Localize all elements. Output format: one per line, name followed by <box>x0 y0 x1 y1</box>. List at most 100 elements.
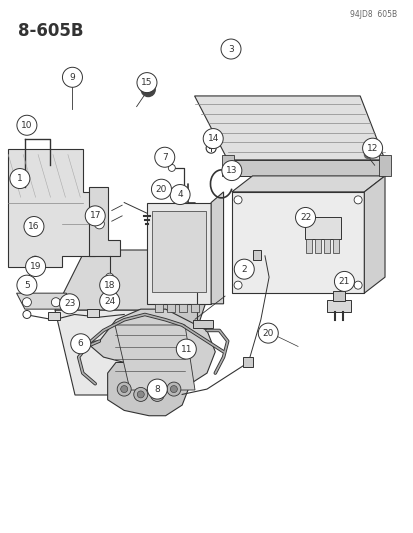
Circle shape <box>233 196 242 204</box>
Text: 7: 7 <box>161 153 167 161</box>
Text: 19: 19 <box>30 262 41 271</box>
Circle shape <box>353 281 361 289</box>
Circle shape <box>133 387 147 401</box>
Text: 17: 17 <box>89 212 101 220</box>
Text: 10: 10 <box>21 121 33 130</box>
Polygon shape <box>363 176 384 293</box>
Bar <box>314 239 320 253</box>
Text: 5: 5 <box>24 281 30 289</box>
Polygon shape <box>55 310 175 395</box>
Bar <box>192 320 212 328</box>
Bar <box>332 239 338 253</box>
Circle shape <box>67 75 77 85</box>
Text: 8: 8 <box>154 385 160 393</box>
Polygon shape <box>8 149 95 266</box>
Circle shape <box>154 147 174 167</box>
Bar <box>147 203 211 304</box>
Text: 1: 1 <box>17 174 23 183</box>
Bar <box>221 155 233 176</box>
Circle shape <box>137 391 144 398</box>
Polygon shape <box>91 309 215 384</box>
Circle shape <box>295 207 315 228</box>
Text: 8-605B: 8-605B <box>18 22 83 40</box>
Text: 23: 23 <box>64 300 75 308</box>
Circle shape <box>59 294 79 314</box>
Text: 14: 14 <box>207 134 218 143</box>
Bar <box>323 239 329 253</box>
Circle shape <box>105 273 114 281</box>
Bar <box>87 309 99 318</box>
Text: 12: 12 <box>366 144 377 152</box>
Circle shape <box>71 334 90 354</box>
Circle shape <box>94 219 104 229</box>
Polygon shape <box>107 362 190 416</box>
Text: 22: 22 <box>299 213 311 222</box>
Text: 6: 6 <box>78 340 83 348</box>
Circle shape <box>258 323 278 343</box>
Text: 24: 24 <box>104 297 115 305</box>
Bar <box>333 292 344 302</box>
Text: 15: 15 <box>141 78 152 87</box>
Polygon shape <box>115 325 195 390</box>
Text: 4: 4 <box>177 190 183 199</box>
Circle shape <box>100 291 119 311</box>
Polygon shape <box>17 293 74 309</box>
Circle shape <box>24 216 44 237</box>
Circle shape <box>168 164 175 172</box>
Polygon shape <box>55 250 190 310</box>
Bar <box>243 358 253 367</box>
Circle shape <box>362 138 382 158</box>
Text: 94JD8  605B: 94JD8 605B <box>349 10 396 19</box>
Circle shape <box>150 387 164 401</box>
Circle shape <box>17 115 37 135</box>
Circle shape <box>117 382 131 396</box>
Circle shape <box>23 310 31 319</box>
Circle shape <box>170 385 177 393</box>
Text: 3: 3 <box>228 45 233 53</box>
Circle shape <box>26 256 45 277</box>
Circle shape <box>100 275 119 295</box>
Text: 16: 16 <box>28 222 40 231</box>
Circle shape <box>154 391 160 398</box>
Text: 20: 20 <box>155 185 167 193</box>
Circle shape <box>85 206 105 226</box>
Bar <box>304 217 340 239</box>
Text: 20: 20 <box>262 329 273 337</box>
Circle shape <box>166 382 180 396</box>
Circle shape <box>121 385 127 393</box>
Bar <box>327 301 351 312</box>
Circle shape <box>203 128 223 149</box>
Circle shape <box>233 281 242 289</box>
Polygon shape <box>211 192 223 304</box>
Circle shape <box>10 168 30 189</box>
Bar <box>152 211 206 292</box>
Bar <box>166 304 175 312</box>
Text: 11: 11 <box>180 345 192 353</box>
Polygon shape <box>227 160 384 176</box>
Bar <box>48 311 59 320</box>
Circle shape <box>30 256 40 266</box>
Bar <box>154 304 163 312</box>
Text: 13: 13 <box>225 166 237 175</box>
Bar <box>305 239 311 253</box>
Bar <box>378 155 390 176</box>
Circle shape <box>170 184 190 205</box>
Circle shape <box>17 275 37 295</box>
Text: 2: 2 <box>241 265 247 273</box>
Circle shape <box>151 179 171 199</box>
Bar <box>190 304 199 312</box>
Polygon shape <box>159 250 204 395</box>
Bar <box>178 304 187 312</box>
Circle shape <box>221 160 241 181</box>
Circle shape <box>363 150 372 159</box>
Circle shape <box>334 271 354 292</box>
Polygon shape <box>194 96 384 160</box>
Circle shape <box>206 143 216 153</box>
Polygon shape <box>89 187 120 256</box>
Circle shape <box>234 259 254 279</box>
Circle shape <box>221 39 240 59</box>
Circle shape <box>51 298 60 306</box>
Circle shape <box>22 298 31 306</box>
Circle shape <box>62 67 82 87</box>
Circle shape <box>147 379 167 399</box>
